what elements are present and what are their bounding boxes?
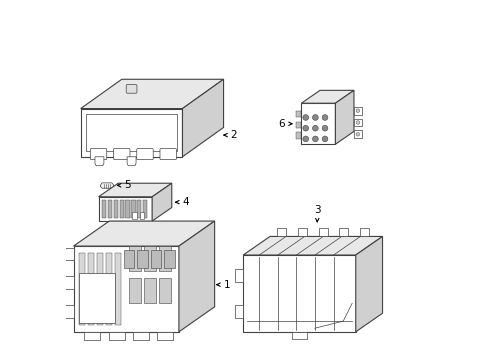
Polygon shape [98, 183, 172, 197]
Circle shape [303, 125, 309, 131]
FancyBboxPatch shape [126, 85, 137, 93]
Bar [137, 200, 141, 218]
Bar [159, 278, 171, 303]
Bar [354, 118, 362, 126]
Circle shape [303, 136, 309, 142]
Bar [114, 200, 118, 218]
Bar [144, 278, 156, 303]
Bar [106, 253, 112, 325]
Bar [123, 249, 134, 267]
Polygon shape [243, 255, 356, 332]
Circle shape [322, 125, 328, 131]
Text: 1: 1 [223, 280, 230, 290]
Polygon shape [81, 109, 182, 157]
Polygon shape [318, 228, 327, 237]
FancyBboxPatch shape [114, 149, 130, 159]
Bar [79, 273, 115, 323]
Bar [84, 332, 100, 340]
Bar [159, 246, 171, 271]
Bar [97, 253, 103, 325]
Bar [125, 200, 130, 218]
Bar [79, 253, 85, 325]
Polygon shape [298, 228, 307, 237]
Bar [144, 246, 156, 271]
Polygon shape [127, 157, 136, 166]
Bar [137, 249, 148, 267]
Circle shape [322, 114, 328, 120]
Bar [129, 246, 142, 271]
Bar [296, 111, 301, 117]
Text: 3: 3 [314, 205, 320, 215]
FancyBboxPatch shape [90, 149, 107, 159]
Bar [235, 305, 243, 318]
Polygon shape [179, 221, 215, 332]
Bar [65, 276, 74, 289]
Bar [296, 132, 301, 139]
FancyBboxPatch shape [137, 149, 153, 159]
Bar [157, 332, 173, 340]
Bar [133, 332, 149, 340]
Polygon shape [335, 90, 354, 144]
Bar [296, 122, 301, 128]
Bar [132, 212, 137, 219]
Circle shape [313, 136, 318, 142]
Bar [131, 200, 136, 218]
Polygon shape [182, 79, 223, 157]
Polygon shape [301, 103, 335, 144]
Bar [354, 107, 362, 114]
Polygon shape [100, 183, 114, 188]
Circle shape [322, 136, 328, 142]
Polygon shape [98, 197, 152, 221]
Text: 5: 5 [124, 180, 131, 190]
Polygon shape [152, 183, 172, 221]
Polygon shape [301, 90, 354, 103]
Polygon shape [95, 157, 104, 166]
Bar [354, 130, 362, 138]
Circle shape [356, 121, 360, 124]
Bar [235, 269, 243, 282]
Bar [164, 249, 175, 267]
Polygon shape [81, 79, 223, 109]
Bar [65, 305, 74, 318]
Text: 6: 6 [279, 119, 285, 129]
Bar [143, 200, 147, 218]
Bar [293, 332, 307, 339]
Polygon shape [74, 221, 215, 246]
Circle shape [303, 114, 309, 120]
Polygon shape [243, 237, 383, 255]
Bar [108, 200, 112, 218]
Text: 2: 2 [231, 130, 237, 140]
FancyBboxPatch shape [160, 149, 176, 159]
Bar [140, 212, 144, 219]
Polygon shape [339, 228, 348, 237]
Polygon shape [277, 228, 286, 237]
Bar [129, 278, 142, 303]
Bar [151, 249, 161, 267]
Bar [115, 253, 121, 325]
Bar [102, 200, 106, 218]
Polygon shape [360, 228, 369, 237]
Bar [120, 200, 124, 218]
Circle shape [313, 114, 318, 120]
Bar [65, 248, 74, 260]
Polygon shape [356, 237, 383, 332]
Circle shape [356, 109, 360, 112]
Circle shape [313, 125, 318, 131]
Circle shape [356, 132, 360, 136]
Polygon shape [74, 246, 179, 332]
Bar [109, 332, 124, 340]
Text: 4: 4 [182, 197, 189, 207]
Bar [88, 253, 94, 325]
